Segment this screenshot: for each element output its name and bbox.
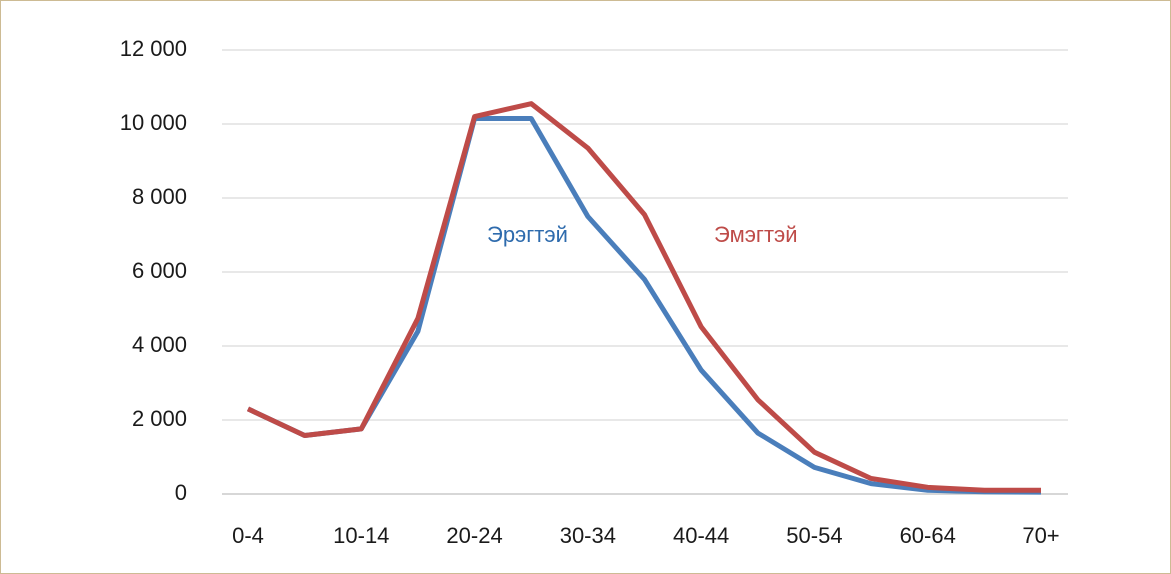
x-tick-label: 50-54 bbox=[786, 523, 842, 548]
y-tick-label: 2 000 bbox=[132, 406, 187, 431]
x-tick-label: 20-24 bbox=[446, 523, 502, 548]
y-tick-label: 6 000 bbox=[132, 258, 187, 283]
x-tick-label: 60-64 bbox=[900, 523, 956, 548]
x-tick-label: 10-14 bbox=[333, 523, 389, 548]
y-tick-label: 10 000 bbox=[120, 110, 187, 135]
series-line bbox=[246, 101, 1041, 493]
series-label: Эрэгтэй bbox=[487, 222, 568, 247]
y-tick-label: 8 000 bbox=[132, 184, 187, 209]
x-tick-label: 40-44 bbox=[673, 523, 729, 548]
x-tick-label: 0-4 bbox=[232, 523, 264, 548]
x-tick-label: 30-34 bbox=[560, 523, 616, 548]
y-tick-label: 4 000 bbox=[132, 332, 187, 357]
x-tick-label: 70+ bbox=[1022, 523, 1059, 548]
y-tick-label: 0 bbox=[175, 480, 187, 505]
y-tick-label: 12 000 bbox=[120, 36, 187, 61]
series-label: Эмэгтэй bbox=[714, 222, 798, 247]
